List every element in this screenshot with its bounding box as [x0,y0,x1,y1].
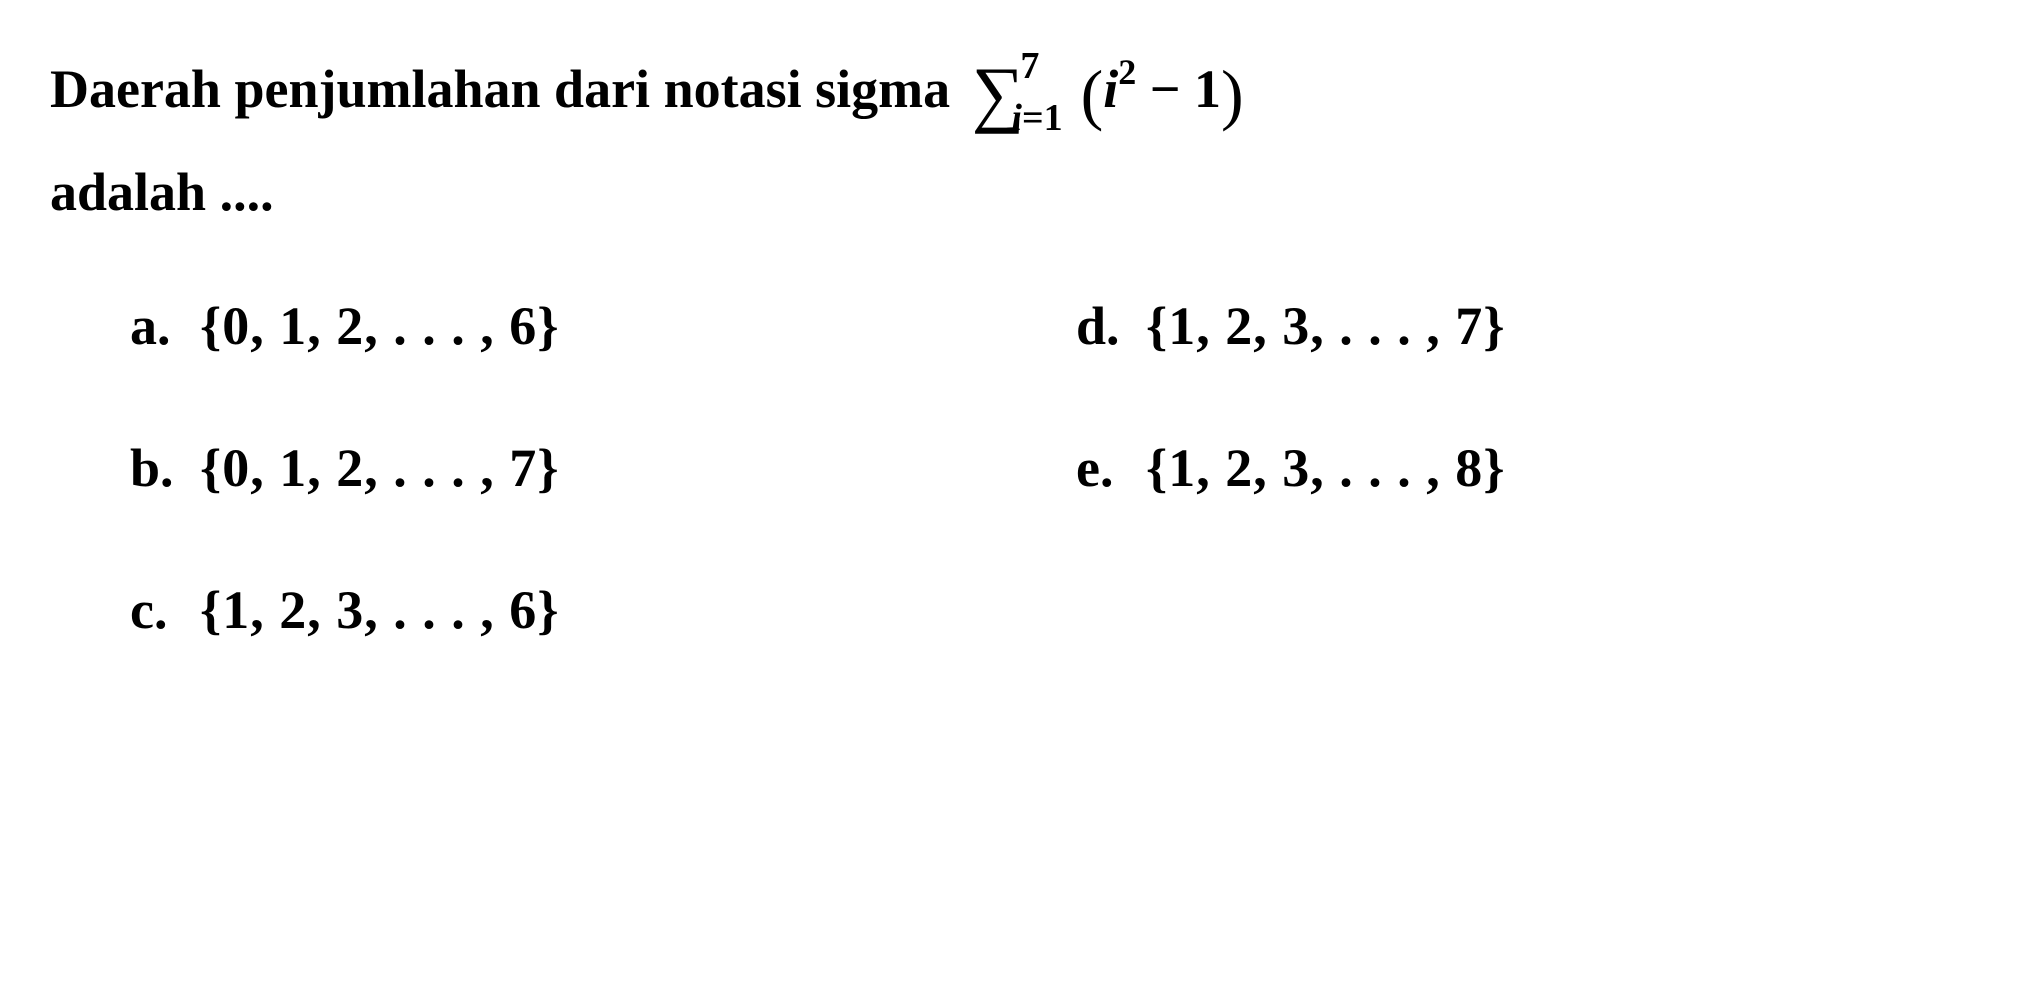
options-container: a. {0, 1, 2, . . . , 6} d. {1, 2, 3, . .… [50,295,1982,641]
sigma-container: ∑ 7 i=1 [972,57,1095,131]
sigma-lower-var: i [1011,97,1022,139]
option-b: b. {0, 1, 2, . . . , 7} [130,437,1036,499]
sigma-expression: ∑ 7 i=1 (i2 − 1) [964,40,1244,149]
option-letter: d. [1076,295,1146,357]
option-value: {0, 1, 2, . . . , 7} [200,437,560,499]
option-letter: b. [130,437,200,499]
question-part2: adalah .... [50,162,274,222]
option-letter: e. [1076,437,1146,499]
paren-expression: (i2 − 1) [1081,40,1244,149]
right-paren: ) [1221,56,1244,132]
question-text: Daerah penjumlahan dari notasi sigma ∑ 7… [50,40,1982,235]
option-c: c. {1, 2, 3, . . . , 6} [130,579,1036,641]
question-part1: Daerah penjumlahan dari notasi sigma [50,59,964,119]
option-value: {1, 2, 3, . . . , 7} [1146,295,1506,357]
sigma-lower-eq: =1 [1022,97,1063,139]
option-letter: a. [130,295,200,357]
expr-var: i [1103,59,1118,119]
option-value: {0, 1, 2, . . . , 6} [200,295,560,357]
expr-power: 2 [1118,52,1136,92]
option-letter: c. [130,579,200,641]
option-e: e. {1, 2, 3, . . . , 8} [1076,437,1982,499]
option-a: a. {0, 1, 2, . . . , 6} [130,295,1036,357]
option-d: d. {1, 2, 3, . . . , 7} [1076,295,1982,357]
option-value: {1, 2, 3, . . . , 8} [1146,437,1506,499]
option-value: {1, 2, 3, . . . , 6} [200,579,560,641]
expr-rest: − 1 [1136,59,1221,119]
sigma-lower: i=1 [1011,88,1062,149]
